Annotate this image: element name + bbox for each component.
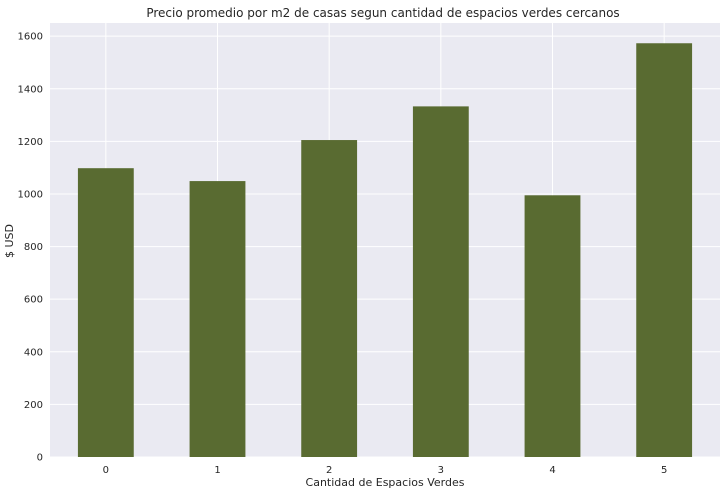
x-tick-label: 2 <box>326 465 332 476</box>
bar-1 <box>189 181 246 457</box>
x-tick-label: 0 <box>103 465 109 476</box>
y-tick-label: 1600 <box>18 32 43 43</box>
y-tick-label: 1400 <box>18 84 43 95</box>
bar-0 <box>77 168 134 457</box>
y-tick-label: 1200 <box>18 137 43 148</box>
y-axis-label: $ USD <box>3 224 16 258</box>
x-axis-ticks: 0 1 2 3 4 5 <box>103 465 668 476</box>
bar-2 <box>301 140 358 458</box>
y-tick-label: 1000 <box>18 189 43 200</box>
chart-title: Precio promedio por m2 de casas segun ca… <box>146 6 619 20</box>
x-axis-label: Cantidad de Espacios Verdes <box>306 476 465 489</box>
y-tick-label: 200 <box>24 400 43 411</box>
x-tick-label: 4 <box>549 465 555 476</box>
x-tick-label: 3 <box>438 465 444 476</box>
bar-5 <box>636 43 693 458</box>
bar-3 <box>412 106 469 457</box>
x-tick-label: 5 <box>661 465 667 476</box>
y-axis-ticks: 0 200 400 600 800 1000 1200 1400 1600 <box>18 32 43 464</box>
plot-area <box>50 23 720 457</box>
x-tick-label: 1 <box>214 465 220 476</box>
bar-4 <box>524 195 581 457</box>
y-tick-label: 0 <box>37 453 43 464</box>
y-tick-label: 400 <box>24 347 43 358</box>
y-tick-label: 600 <box>24 295 43 306</box>
y-tick-label: 800 <box>24 242 43 253</box>
bars <box>77 43 693 458</box>
